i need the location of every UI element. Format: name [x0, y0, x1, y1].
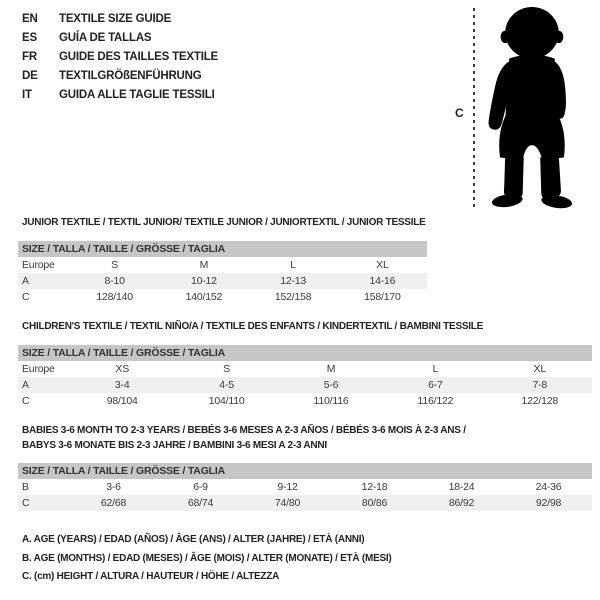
row-label: C: [22, 291, 30, 303]
table-row-europe: Europe S M L XL: [18, 257, 427, 273]
junior-size-table: SIZE / TALLA / TAILLE / GRÖSSE / TAGLIA …: [18, 241, 427, 305]
size-cell: 10-12: [190, 275, 217, 287]
size-cell: 92/98: [535, 497, 562, 509]
size-cell: 140/152: [185, 291, 223, 303]
lang-code: ES: [22, 32, 37, 44]
size-cell: L: [290, 259, 296, 271]
size-cell: M: [326, 363, 336, 375]
table-row-age: A 3-4 4-5 5-6 6-7 7-8: [18, 377, 592, 393]
row-label: B: [22, 481, 29, 493]
size-cell: 158/170: [364, 291, 401, 303]
row-label: C: [22, 395, 30, 407]
size-header-label: SIZE / TALLA / TAILLE / GRÖSSE / TAGLIA: [22, 243, 225, 255]
size-cell: 74/80: [274, 497, 301, 509]
lang-row-it: IT GUIDA ALLE TAGLIE TESSILI: [22, 86, 218, 105]
table-row-europe: Europe XS S M L XL: [18, 361, 592, 377]
lang-code: FR: [22, 51, 37, 63]
lang-title: GUIDA ALLE TAGLIE TESSILI: [59, 89, 215, 101]
size-cell: 5-6: [323, 379, 339, 391]
language-title-list: EN TEXTILE SIZE GUIDE ES GUÍA DE TALLAS …: [22, 10, 218, 105]
table-row-age: A 8-10 10-12 12-13 14-16: [18, 273, 427, 289]
size-cell: 12-18: [361, 481, 388, 493]
lang-row-en: EN TEXTILE SIZE GUIDE: [22, 10, 218, 29]
height-marker-label: C: [455, 106, 464, 120]
size-header-bar: SIZE / TALLA / TAILLE / GRÖSSE / TAGLIA: [18, 345, 592, 361]
lang-title: GUIDE DES TAILLES TEXTILE: [59, 51, 218, 63]
size-cell: 86/92: [448, 497, 475, 509]
lang-code: IT: [22, 89, 32, 101]
lang-title: GUÍA DE TALLAS: [59, 32, 152, 44]
height-measure-dotted-line: [473, 8, 475, 210]
size-cell: 62/68: [100, 497, 127, 509]
table-row-height: C 98/104 104/110 110/116 116/122 122/128: [18, 393, 592, 409]
toddler-silhouette-image: [488, 7, 573, 209]
size-cell: L: [432, 363, 439, 375]
size-cell: 104/110: [208, 395, 245, 407]
size-header-label: SIZE / TALLA / TAILLE / GRÖSSE / TAGLIA: [22, 465, 225, 477]
size-cell: 128/140: [96, 291, 133, 303]
measurement-legend: A. AGE (YEARS) / EDAD (AÑOS) / ÂGE (ANS)…: [22, 531, 392, 587]
lang-row-es: ES GUÍA DE TALLAS: [22, 29, 218, 48]
size-cell: XL: [533, 363, 547, 375]
size-cell: 6-7: [428, 379, 443, 391]
size-cell: 98/104: [106, 395, 138, 407]
lang-row-fr: FR GUIDE DES TAILLES TEXTILE: [22, 48, 218, 67]
size-cell: 8-10: [104, 275, 125, 287]
table-row-age-months: B 3-6 6-9 9-12 12-18 18-24 24-36: [18, 479, 592, 495]
size-cell: 7-8: [532, 379, 548, 391]
size-header-bar: SIZE / TALLA / TAILLE / GRÖSSE / TAGLIA: [18, 463, 592, 479]
children-section-title: CHILDREN'S TEXTILE / TEXTIL NIÑO/A / TEX…: [22, 321, 484, 332]
babies-size-table: SIZE / TALLA / TAILLE / GRÖSSE / TAGLIA …: [18, 463, 592, 511]
size-cell: S: [223, 363, 230, 375]
size-cell: 6-9: [193, 481, 208, 493]
size-cell: 24-36: [535, 481, 562, 493]
babies-title-line1: BABIES 3-6 MONTH TO 2-3 YEARS / BEBÉS 3-…: [22, 425, 466, 436]
size-cell: M: [199, 259, 209, 271]
size-cell: XL: [376, 259, 389, 271]
lang-title: TEXTILGRÖßENFÜHRUNG: [59, 70, 202, 82]
size-cell: 110/116: [313, 395, 349, 407]
children-size-table: SIZE / TALLA / TAILLE / GRÖSSE / TAGLIA …: [18, 345, 592, 409]
row-label: Europe: [22, 363, 55, 375]
size-cell: 3-4: [114, 379, 130, 391]
lang-code: DE: [22, 70, 38, 82]
legend-line-a: A. AGE (YEARS) / EDAD (AÑOS) / ÂGE (ANS)…: [22, 534, 365, 545]
row-label: Europe: [22, 259, 55, 271]
row-label: A: [22, 275, 29, 287]
legend-line-b: B. AGE (MONTHS) / EDAD (MESES) / ÂGE (MO…: [22, 552, 392, 564]
size-header-bar: SIZE / TALLA / TAILLE / GRÖSSE / TAGLIA: [18, 241, 427, 257]
lang-code: EN: [22, 13, 38, 25]
size-cell: S: [111, 259, 119, 271]
size-header-label: SIZE / TALLA / TAILLE / GRÖSSE / TAGLIA: [22, 347, 225, 359]
size-cell: 122/128: [521, 395, 559, 407]
lang-row-de: DE TEXTILGRÖßENFÜHRUNG: [22, 67, 218, 86]
size-cell: 9-12: [277, 481, 298, 493]
size-cell: 80/86: [361, 497, 388, 509]
size-cell: 12-13: [280, 275, 307, 287]
size-cell: 68/74: [187, 497, 214, 509]
size-cell: 152/158: [274, 291, 312, 303]
row-label: A: [22, 379, 29, 391]
junior-section-title: JUNIOR TEXTILE / TEXTIL JUNIOR/ TEXTILE …: [22, 217, 426, 228]
table-row-height: C 62/68 68/74 74/80 80/86 86/92 92/98: [18, 495, 592, 511]
size-cell: 4-5: [219, 379, 234, 391]
size-cell: 116/122: [417, 395, 454, 407]
size-cell: 14-16: [369, 275, 396, 287]
lang-title: TEXTILE SIZE GUIDE: [59, 13, 172, 25]
babies-title-line2: BABYS 3-6 MONATE BIS 2-3 JAHRE / BAMBINI…: [22, 440, 327, 451]
size-cell: 3-6: [106, 481, 121, 493]
row-label: C: [22, 497, 30, 509]
size-cell: 18-24: [448, 481, 475, 493]
table-row-height: C 128/140 140/152 152/158 158/170: [18, 289, 427, 305]
babies-section-title: BABIES 3-6 MONTH TO 2-3 YEARS / BEBÉS 3-…: [22, 423, 466, 453]
legend-line-c: C. (cm) HEIGHT / ALTURA / HAUTEUR / HÖHE…: [22, 571, 280, 582]
size-cell: XS: [115, 363, 129, 375]
